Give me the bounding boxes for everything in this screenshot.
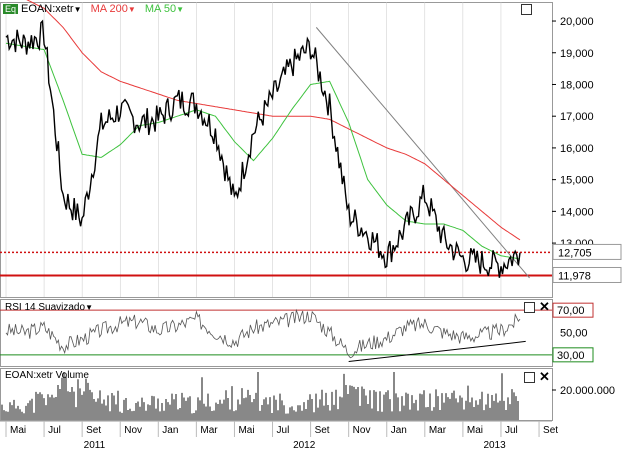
rsi-panel: 70,00 50,00 30,00 <box>0 299 594 367</box>
price-line <box>5 19 521 278</box>
month-label: Nov <box>353 425 371 436</box>
month-label: Mai <box>238 425 254 436</box>
support-price-tag-box <box>552 266 622 283</box>
current-price-tag-box <box>552 243 622 260</box>
equity-icon: Eq <box>3 4 19 14</box>
maximize-icon[interactable] <box>524 302 535 313</box>
dropdown-triangle-icon[interactable]: ▼ <box>85 302 93 312</box>
y-tick-label: 15,000 <box>560 175 594 187</box>
y-tick-label: 18,000 <box>560 79 594 91</box>
month-label: Set <box>86 425 101 436</box>
rsi-tick-label: 50,00 <box>560 328 588 340</box>
x-axis: Mai Jul Set Nov Jan Mar Mai Jul Set Nov Jan Mar Mai J… <box>0 420 558 451</box>
month-label: Jul <box>277 425 290 436</box>
rsi-tag-box <box>552 302 594 318</box>
rsi-legend: RSI 14 Suavizado▼ <box>5 302 99 313</box>
month-label: Jan <box>162 425 178 436</box>
rsi-tag-label: 70,00 <box>557 305 585 317</box>
month-label: Set <box>543 425 558 436</box>
price-legend: Eq EOAN:xetr▼ MA 200▼ MA 50▼ <box>3 3 190 15</box>
year-label: 2013 <box>483 440 506 451</box>
y-tick-label: 17,000 <box>560 111 594 123</box>
support-price-tag: 11,978 <box>558 270 591 282</box>
current-price-tag: 12,705 <box>558 247 592 259</box>
y-tick-label: 19,000 <box>560 48 594 60</box>
rsi-trend-line <box>348 340 526 363</box>
y-tick-label: 20,000 <box>560 16 594 28</box>
y-tick-label: 16,000 <box>560 143 594 155</box>
dropdown-triangle-icon[interactable]: ▼ <box>73 4 82 14</box>
maximize-icon[interactable] <box>524 372 535 383</box>
close-icon[interactable]: ✕ <box>539 369 550 384</box>
dropdown-triangle-icon[interactable]: ▼ <box>127 4 136 14</box>
volume-panel: 20.000.000 <box>0 368 615 421</box>
volume-title[interactable]: EOAN:xetr Volume <box>5 370 89 381</box>
year-label: 2012 <box>293 440 316 451</box>
month-label: Jul <box>505 425 518 436</box>
month-label: Mai <box>10 425 26 436</box>
close-icon[interactable]: ✕ <box>539 299 550 314</box>
month-label: Mar <box>200 425 218 436</box>
month-label: Jul <box>48 425 61 436</box>
ma200-label[interactable]: MA 200 <box>90 3 128 15</box>
month-label: Jan <box>391 425 407 436</box>
month-label: Mai <box>467 425 483 436</box>
volume-tick-label: 20.000.000 <box>560 385 615 397</box>
dropdown-triangle-icon[interactable]: ▼ <box>176 4 184 14</box>
volume-legend: EOAN:xetr Volume <box>5 370 95 381</box>
ma50-label[interactable]: MA 50 <box>144 3 177 15</box>
symbol-label[interactable]: EOAN:xetr <box>21 3 74 15</box>
month-label: Mar <box>429 425 447 436</box>
rsi-line <box>5 308 521 359</box>
trend-line <box>315 27 530 279</box>
rsi-tag-box <box>552 347 594 363</box>
rsi-tag-label: 30,00 <box>557 350 585 362</box>
year-label: 2011 <box>84 440 106 451</box>
rsi-frame <box>0 299 553 367</box>
maximize-icon[interactable] <box>521 4 532 15</box>
ma50-line <box>5 42 521 260</box>
price-frame <box>0 2 553 298</box>
y-tick-label: 14,000 <box>560 206 594 218</box>
rsi-title[interactable]: RSI 14 Suavizado <box>5 302 86 313</box>
month-label: Nov <box>124 425 142 436</box>
month-label: Set <box>315 425 330 436</box>
price-panel: 20,000 19,000 18,000 17,000 16,000 15,000 14,0… <box>0 0 622 298</box>
